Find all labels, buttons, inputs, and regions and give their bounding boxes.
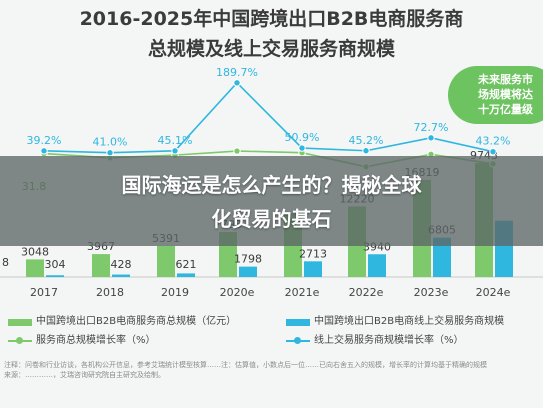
x-tick-2019: 2019 [161, 286, 189, 299]
bar-label-online-2019: 621 [176, 258, 197, 271]
x-tick-2018: 2018 [96, 286, 124, 299]
point-online-growth-2018 [106, 149, 114, 157]
legend-label-online-growth: 线上交易服务商规模增长率（%） [314, 335, 464, 346]
bar-online-2019 [177, 273, 195, 277]
legend-dot-total-growth [16, 337, 23, 344]
headline-line1[interactable]: 国际海运是怎么产生的？揭秘全球 [121, 173, 422, 197]
point-online-growth-2020e [233, 79, 241, 87]
legend-label-total: 中国跨境出口B2B电商服务商总规模（亿元） [36, 316, 237, 327]
growth-label-2022e: 45.2% [349, 134, 384, 147]
bar-total-2017 [26, 259, 44, 277]
growth-label-2018: 41.0% [93, 136, 128, 149]
point-online-growth-2024e [489, 147, 497, 156]
growth-label-2023e: 72.7% [414, 121, 449, 134]
point-total-growth-2020e [233, 147, 241, 155]
legend-swatch-online [286, 319, 310, 326]
callout-line3: 十万亿量级 [478, 103, 533, 116]
bar-online-2018 [112, 274, 130, 277]
bar-online-2017 [46, 275, 64, 277]
point-online-growth-2021e [298, 144, 306, 152]
point-online-growth-2019 [171, 147, 179, 155]
growth-label-2017: 39.2% [27, 134, 62, 147]
point-online-growth-2017 [40, 147, 48, 155]
x-tick-2020e: 2020e [220, 286, 255, 299]
legend-swatch-total [8, 319, 32, 326]
bar-label-online-2017: 304 [45, 258, 66, 271]
x-tick-2017: 2017 [30, 286, 58, 299]
bar-online-2021e [304, 261, 322, 277]
bar-total-2019 [157, 245, 175, 277]
callout-bubble: 未来服务市 场规模将达 十万亿量级 [448, 66, 543, 124]
headline-banner [0, 156, 543, 246]
chart-title-line1: 2016-2025年中国跨境出口B2B电商服务商 [79, 8, 464, 30]
bar-label-online-2021e: 2713 [299, 247, 327, 260]
x-tick-2023e: 2023e [414, 286, 449, 299]
source-line-1: 注释：问卷和行业访谈，各机构公开信息，参考艾瑞统计模型核算……注：估算值，小数点… [4, 361, 487, 369]
x-tick-2021e: 2021e [285, 286, 320, 299]
legend-label-total-growth: 服务商总规模增长率（%） [36, 335, 156, 346]
growth-label-2019: 45.1% [158, 134, 193, 147]
x-tick-2022e: 2022e [349, 286, 384, 299]
callout-line1: 未来服务市 [478, 73, 533, 86]
bar-label-online-2018: 428 [111, 258, 132, 271]
headline-line2[interactable]: 化贸易的基石 [211, 207, 332, 231]
bar-label-total-2017: 3048 [21, 245, 49, 258]
bar-label-online-2020e: 1798 [234, 253, 262, 266]
growth-label-2020e: 189.7% [216, 66, 258, 79]
bar-online-2023e [433, 237, 451, 277]
source-line-2: 来源：…………，艾瑞咨询研究院自主研究及绘制。 [4, 371, 165, 379]
partial-bar-label: 8 [2, 256, 9, 269]
source-note: 注释：问卷和行业访谈，各机构公开信息，参考艾瑞统计模型核算……注：估算值，小数点… [4, 360, 540, 380]
line-online-growth [43, 81, 494, 154]
bar-online-2020e [239, 266, 257, 277]
growth-label-2024e: 43.2% [476, 135, 511, 148]
bar-total-2018 [92, 254, 110, 277]
callout-line2: 场规模将达 [478, 88, 533, 101]
point-online-growth-2022e [362, 147, 370, 155]
x-tick-2024e: 2024e [476, 286, 511, 299]
legend-dot-online-growth [294, 337, 301, 344]
chart-title-line2: 总规模及线上交易服务商规模 [147, 38, 395, 60]
bar-online-2022e [368, 254, 386, 277]
point-online-growth-2023e [427, 134, 435, 142]
legend-label-online: 中国跨境出口B2B电商线上交易服务商规模 [314, 316, 505, 327]
growth-label-2021e: 50.9% [285, 131, 320, 144]
